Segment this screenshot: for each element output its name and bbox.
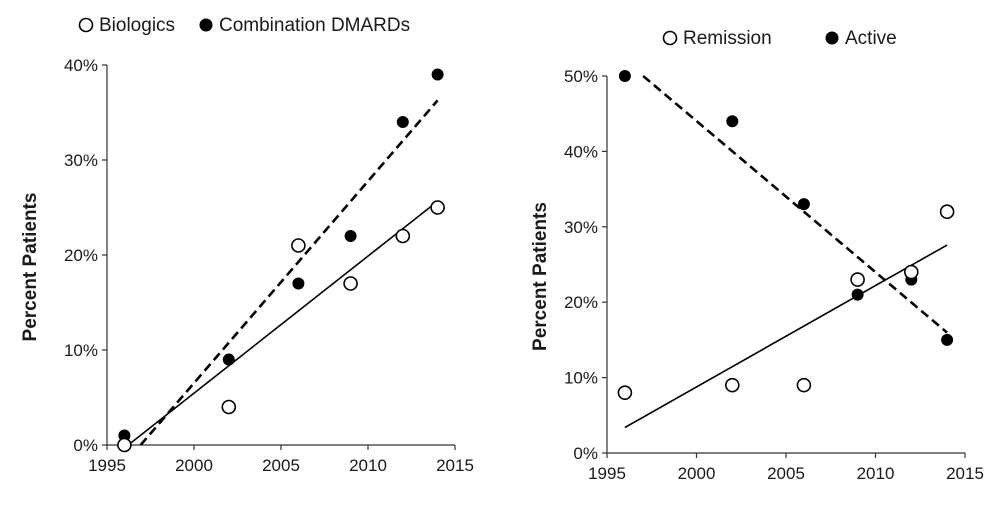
y-tick-label: 0%: [573, 444, 598, 463]
point-remission: [903, 264, 919, 280]
legend-label-biologics: Biologics: [99, 15, 175, 36]
y-tick-label: 10%: [64, 341, 98, 360]
y-tick-label: 10%: [564, 369, 598, 388]
point-biologics: [343, 276, 358, 291]
x-tick-label: 2005: [767, 464, 805, 483]
point-active: [618, 70, 631, 82]
point-active: [941, 333, 954, 346]
legend-label-active: Active: [845, 28, 897, 49]
point-combination-dmards: [292, 277, 305, 290]
trendline-biologics: [127, 200, 439, 446]
trendline-combination-dmards: [139, 99, 439, 446]
y-tick-label: 40%: [64, 56, 98, 75]
point-active: [797, 198, 810, 211]
y-tick-label: 50%: [564, 67, 598, 86]
legend-marker-remission: [662, 30, 678, 46]
x-tick-label: 2005: [262, 456, 300, 475]
legend-label-combination-dmards: Combination DMARDs: [219, 15, 410, 36]
chart-panel-remission-active: 0% 10% 20% 30% 40% 50% 1995 2000 2005 2010 2015 Per…: [530, 28, 984, 483]
x-tick-label: 1995: [588, 464, 626, 483]
y-tick-label: 30%: [64, 151, 98, 170]
x-tick-label: 2015: [946, 464, 984, 483]
x-tick-label: 2000: [175, 456, 213, 475]
point-combination-dmards: [222, 353, 235, 366]
y-tick-label: 20%: [64, 246, 98, 265]
x-tick-label: 2000: [678, 464, 716, 483]
point-remission: [796, 377, 812, 393]
legend-marker-active: [825, 31, 839, 45]
x-tick-label: 2015: [436, 456, 474, 475]
point-remission: [939, 204, 955, 220]
point-active: [726, 115, 739, 128]
point-biologics: [221, 399, 237, 415]
y-tick-label: 30%: [564, 218, 598, 237]
point-remission: [724, 377, 740, 393]
point-biologics: [395, 228, 411, 244]
trendline-remission: [624, 244, 948, 429]
point-remission: [850, 272, 865, 287]
chart-panel-biologics-dmards: 0% 10% 20% 30% 40% 1995 2000 2005 2010 2015 Percen…: [20, 15, 474, 475]
x-tick-label: 2010: [349, 456, 387, 475]
legend-marker-combination-dmards: [199, 18, 213, 32]
legend-label-remission: Remission: [683, 28, 772, 49]
point-combination-dmards: [344, 230, 357, 242]
point-biologics: [430, 200, 445, 215]
trendline-active: [642, 75, 948, 334]
x-tick-label: 1995: [88, 456, 126, 475]
point-biologics: [117, 437, 132, 453]
point-biologics: [291, 238, 306, 253]
point-remission: [617, 385, 633, 400]
y-axis-label: Percent Patients: [20, 193, 41, 342]
point-combination-dmards: [431, 68, 444, 81]
legend-marker-biologics: [78, 17, 94, 33]
point-active: [851, 288, 864, 301]
y-tick-label: 40%: [564, 142, 598, 161]
point-combination-dmards: [396, 116, 409, 128]
x-tick-label: 2010: [857, 464, 895, 483]
y-tick-label: 20%: [564, 293, 598, 312]
y-axis-label: Percent Patients: [530, 202, 551, 351]
y-tick-label: 0%: [73, 436, 98, 455]
